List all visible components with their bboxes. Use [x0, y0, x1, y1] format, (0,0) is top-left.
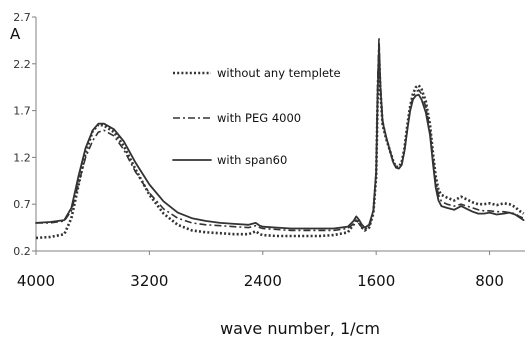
- series-line-3: [35, 44, 525, 230]
- axes: [35, 17, 525, 252]
- series-line-2: [36, 36, 524, 232]
- legend-label-1: without any templete: [217, 66, 341, 80]
- y-tick-label: 2.7: [13, 11, 31, 24]
- x-tick-label: 2400: [244, 272, 282, 290]
- x-tick-label: 1600: [357, 272, 395, 290]
- y-tick-label: 1.2: [13, 151, 31, 164]
- y-tick-label: 2.2: [13, 58, 31, 71]
- legend: without any templete with PEG 4000 with sp…: [172, 66, 341, 167]
- legend-label-3: with span60: [217, 153, 287, 167]
- y-tick-label: 0.2: [13, 245, 31, 258]
- plot-area: [35, 36, 525, 240]
- y-axis-label: A: [10, 25, 21, 43]
- x-tick-label: 800: [475, 272, 504, 290]
- x-tick-labels: 4000 3200 2400 1600 800: [17, 251, 504, 290]
- y-tick-labels: 0.2 0.7 1.2 1.7 2.2 2.7: [13, 11, 36, 258]
- y-tick-label: 1.7: [13, 105, 31, 118]
- x-axis-label: wave number, 1/cm: [220, 319, 380, 338]
- x-tick-label: 4000: [17, 272, 55, 290]
- legend-label-2: with PEG 4000: [217, 111, 301, 125]
- x-tick-label: 3200: [130, 272, 168, 290]
- y-tick-label: 0.7: [13, 198, 31, 211]
